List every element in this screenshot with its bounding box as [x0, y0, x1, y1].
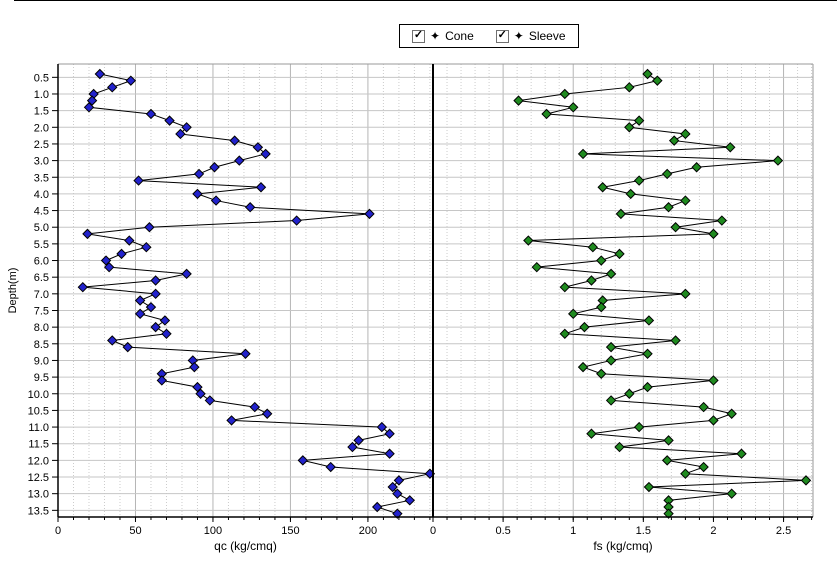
- depth-tick-label: 9.5: [34, 372, 49, 384]
- depth-tick-label: 13.5: [28, 505, 49, 517]
- depth-tick-label: 11.0: [28, 422, 49, 434]
- sleeve-diamond-icon: ✦: [513, 29, 524, 43]
- depth-tick-label: 1.0: [34, 89, 49, 101]
- depth-axis: 0.5 1.0 1.5 2.0 2.5 3.0 3.5 4.0 4.5 5.0 5.5 6.0 6.5 7…: [7, 72, 58, 517]
- depth-tick-label: 2.0: [34, 122, 49, 134]
- depth-tick-label: 2.5: [34, 139, 49, 151]
- x-tick-label: 0: [55, 525, 61, 537]
- depth-tick-label: 4.5: [34, 206, 49, 218]
- depth-tick-label: 12.5: [28, 472, 49, 484]
- checkmark-icon: ✓: [413, 29, 424, 41]
- sleeve-checkbox[interactable]: ✓: [495, 29, 509, 43]
- cone-label: Cone: [445, 29, 474, 43]
- depth-tick-label: 8.5: [34, 339, 49, 351]
- depth-axis-title: Depth(m): [7, 268, 19, 314]
- depth-tick-label: 0.5: [34, 72, 49, 84]
- x-tick-label: 1.5: [636, 525, 651, 537]
- sleeve-data-points: [513, 68, 812, 519]
- x-tick-label: 100: [204, 525, 222, 537]
- window-top-border: [14, 0, 837, 1]
- x-tick-label: 2.5: [776, 525, 791, 537]
- depth-tick-label: 5.0: [34, 222, 49, 234]
- cone-plot: 0 50 100 150 200 qc (kg/cmq): [55, 64, 436, 553]
- depth-tick-label: 6.0: [34, 256, 49, 268]
- sleeve-label: Sleeve: [528, 29, 566, 43]
- x-tick-label: 150: [281, 525, 299, 537]
- chart-legend: ✓ ✦ Cone ✓ ✦ Sleeve: [399, 24, 579, 48]
- cone-checkbox[interactable]: ✓: [412, 29, 425, 43]
- legend-item-sleeve[interactable]: ✓ ✦ Sleeve: [495, 29, 566, 43]
- depth-tick-label: 3.0: [34, 156, 49, 168]
- cone-axis-title: qc (kg/cmq): [214, 539, 277, 553]
- x-tick-label: 200: [359, 525, 377, 537]
- sleeve-plot: 0 0.5 1 1.5 2 2.5 fs (kg/cmq): [430, 64, 813, 553]
- x-tick-label: 0: [430, 525, 436, 537]
- depth-tick-label: 4.0: [34, 189, 49, 201]
- x-tick-label: 50: [129, 525, 141, 537]
- depth-tick-label: 5.5: [34, 239, 49, 251]
- depth-tick-label: 8.0: [34, 322, 49, 334]
- checkmark-icon: ✓: [497, 29, 507, 41]
- depth-tick-label: 13.0: [28, 489, 49, 501]
- depth-tick-label: 3.5: [34, 172, 49, 184]
- x-tick-label: 2: [710, 525, 716, 537]
- depth-tick-label: 9.0: [34, 355, 49, 367]
- x-tick-label: 1: [570, 525, 576, 537]
- depth-tick-label: 7.5: [34, 305, 49, 317]
- cone-data-points: [77, 68, 436, 519]
- depth-tick-label: 6.5: [34, 272, 49, 284]
- depth-tick-label: 10.0: [28, 389, 49, 401]
- x-tick-label: 0.5: [495, 525, 510, 537]
- depth-tick-label: 11.5: [28, 439, 49, 451]
- cone-diamond-icon: ✦: [430, 29, 441, 43]
- depth-tick-label: 10.5: [28, 405, 49, 417]
- plot-frame: [57, 63, 814, 518]
- sleeve-axis-title: fs (kg/cmq): [593, 539, 652, 553]
- legend-item-cone[interactable]: ✓ ✦ Cone: [412, 29, 474, 43]
- depth-tick-label: 12.0: [28, 455, 49, 467]
- depth-tick-label: 7.0: [34, 289, 49, 301]
- depth-tick-label: 1.5: [34, 106, 49, 118]
